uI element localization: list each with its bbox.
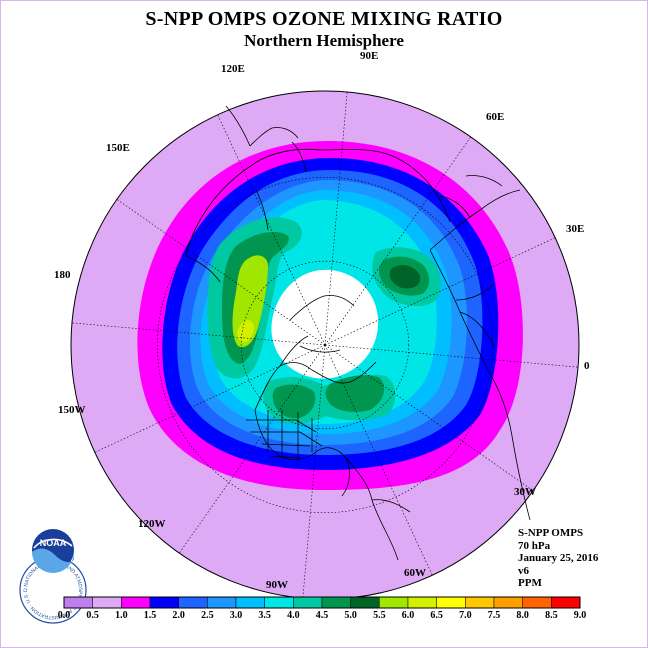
lon-label-150e: 150E bbox=[106, 142, 130, 154]
colorbar-cell bbox=[465, 596, 495, 609]
meridian-line bbox=[324, 344, 534, 491]
no-data-region bbox=[271, 269, 379, 379]
lon-label-30w: 30W bbox=[514, 486, 536, 498]
info-date: January 25, 2016 bbox=[518, 552, 599, 564]
lon-label-30e: 30E bbox=[566, 223, 585, 235]
colorbar-tick-label: 8.5 bbox=[545, 610, 558, 621]
lon-label-120w: 120W bbox=[138, 518, 166, 530]
colorbar-tick-label: 6.5 bbox=[430, 610, 443, 621]
lon-label-90e: 90E bbox=[360, 50, 379, 62]
info-instrument: S-NPP OMPS bbox=[518, 527, 584, 539]
colorbar-tick-label: 2.5 bbox=[201, 610, 214, 621]
colorbar-tick-label: 0.5 bbox=[86, 610, 99, 621]
colorbar-cell bbox=[149, 596, 179, 609]
colorbar-tick-label: 8.0 bbox=[516, 610, 529, 621]
coastlines bbox=[185, 105, 531, 561]
colorbar-cell bbox=[350, 596, 380, 609]
ozone-band-4.5-5.0 bbox=[272, 384, 316, 419]
meridian-line bbox=[116, 199, 326, 346]
colorbar-cell bbox=[379, 596, 409, 609]
lon-label-150w: 150W bbox=[58, 404, 86, 416]
latitude-circle bbox=[157, 177, 493, 513]
latitude-circle bbox=[240, 260, 410, 430]
lon-label-0: 0 bbox=[584, 360, 590, 372]
colorbar-tick-label: 4.0 bbox=[287, 610, 300, 621]
colorbar-tick-label: 1.0 bbox=[115, 610, 128, 621]
figure-subtitle: Northern Hemisphere bbox=[244, 31, 404, 50]
info-block: S-NPP OMPS 70 hPa January 25, 2016 v6 PP… bbox=[518, 527, 598, 590]
colorbar-tick-label: 7.5 bbox=[487, 610, 501, 621]
colorbar-tick-label: 5.0 bbox=[344, 610, 357, 621]
info-version: v6 bbox=[518, 564, 529, 577]
lon-label-180: 180 bbox=[54, 269, 71, 281]
colorbar-tick-label: 5.5 bbox=[373, 610, 386, 621]
meridian-line bbox=[324, 136, 471, 346]
meridian-line bbox=[94, 344, 326, 453]
meridian-line bbox=[217, 114, 326, 346]
colorbar-cell bbox=[207, 596, 237, 609]
colorbar-tick-label: 3.0 bbox=[229, 610, 243, 621]
meridian-line bbox=[179, 344, 326, 554]
meridian-line bbox=[71, 322, 326, 346]
colorbar-tick-label: 3.5 bbox=[258, 610, 271, 621]
colorbar-tick-label: 9.0 bbox=[573, 610, 587, 621]
ozone-band-5.0-5.5 bbox=[389, 265, 421, 289]
lon-label-60w: 60W bbox=[404, 567, 426, 579]
lon-label-120e: 120E bbox=[221, 63, 245, 75]
lon-label-60e: 60E bbox=[486, 111, 505, 123]
colorbar-cell bbox=[321, 596, 351, 609]
colorbar-cell bbox=[121, 596, 151, 609]
meridian-line bbox=[302, 344, 326, 599]
colorbar-tick-label: 7.0 bbox=[459, 610, 472, 621]
colorbar-outline bbox=[63, 596, 581, 609]
colorbar-cell bbox=[522, 596, 552, 609]
colorbar-cell bbox=[493, 596, 523, 609]
ozone-band-6.0-6.5 bbox=[237, 320, 254, 343]
meridian-line bbox=[324, 344, 579, 368]
info-level: 70 hPa bbox=[518, 539, 551, 552]
colorbar-cell bbox=[436, 596, 466, 609]
colorbar-cell bbox=[92, 596, 122, 609]
colorbar-tick-label: 6.0 bbox=[401, 610, 415, 621]
colorbar-cell bbox=[178, 596, 208, 609]
colorbar-tick-label: 0.0 bbox=[57, 610, 71, 621]
graticule bbox=[71, 91, 579, 599]
colorbar-cell bbox=[63, 596, 93, 609]
colorbar-tick-label: 1.5 bbox=[143, 610, 157, 621]
colorbar-tick-label: 4.5 bbox=[315, 610, 329, 621]
figure-title: S-NPP OMPS OZONE MIXING RATIO bbox=[145, 8, 503, 30]
ozone-band-4.5-5.0 bbox=[325, 375, 385, 412]
colorbar-cell bbox=[551, 596, 581, 609]
colorbar-cell bbox=[235, 596, 265, 609]
lon-label-90w: 90W bbox=[266, 579, 288, 591]
colorbar-cell bbox=[407, 596, 437, 609]
colorbar-tick-label: 2.0 bbox=[172, 610, 185, 621]
colorbar-cell bbox=[264, 596, 294, 609]
info-units: PPM bbox=[518, 577, 542, 589]
colorbar-cell bbox=[293, 596, 323, 609]
meridian-line bbox=[324, 91, 348, 346]
meridian-line bbox=[324, 237, 556, 346]
